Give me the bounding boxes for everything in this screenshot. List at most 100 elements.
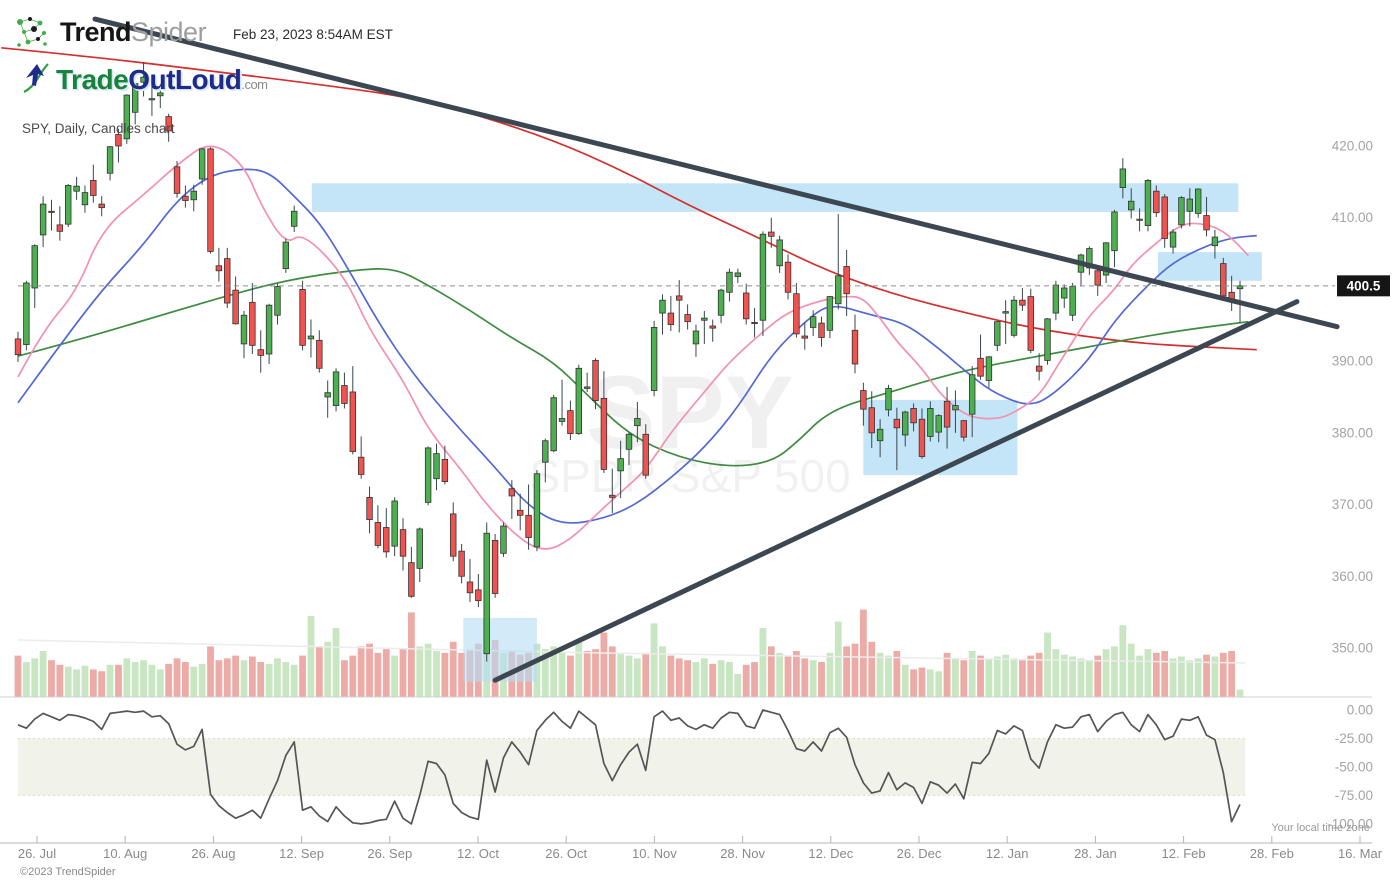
candle (701, 310, 708, 344)
candle-body-up (634, 418, 641, 427)
candle (56, 206, 64, 241)
candle (357, 436, 365, 479)
candle (257, 330, 264, 373)
volume-bar (608, 646, 616, 697)
volume-bar (834, 621, 842, 697)
candle-body-up (617, 458, 624, 472)
candle (23, 280, 30, 351)
candle-body-down (525, 514, 532, 538)
volume-bar (935, 671, 943, 697)
candle-body-up (826, 296, 834, 331)
candle (1027, 288, 1034, 354)
volume-bar (156, 669, 164, 697)
candle-body-up (776, 239, 783, 267)
candle (165, 113, 172, 142)
volume-bar (48, 660, 55, 697)
candle (625, 432, 633, 466)
candle (1228, 275, 1235, 311)
volume-bar (198, 663, 206, 697)
candle-body-up (31, 245, 38, 289)
price-axis-label: 350.00 (1332, 640, 1373, 655)
volume-bar (458, 652, 466, 697)
candle (1102, 242, 1110, 283)
candle-body-up (1102, 242, 1110, 276)
candle-body-down (1203, 215, 1210, 231)
volume-bar (901, 664, 909, 697)
candle-body-up (65, 185, 72, 225)
candle (374, 505, 382, 549)
candle-body-down (165, 116, 172, 132)
candle (215, 247, 223, 282)
candle (291, 205, 298, 233)
volume-bar (324, 641, 332, 697)
date-tick-label: 10. Aug (103, 846, 147, 861)
candle (517, 493, 524, 531)
tradeoutloud-arrow-icon (23, 63, 49, 93)
candle (1194, 188, 1202, 218)
volume-bar (633, 658, 641, 697)
volume-bar (843, 646, 851, 697)
volume-bar (742, 664, 750, 697)
volume-bar (717, 660, 725, 697)
candle-body-up (240, 314, 248, 345)
ascending-trendline[interactable] (492, 299, 1300, 683)
date-axis[interactable]: 26. Jul 10. Aug 26. Aug 12. Sep 26. Sep 12. O… (18, 836, 1383, 861)
volume-bar (1010, 658, 1018, 697)
candle (207, 147, 214, 254)
volume-bar (700, 658, 708, 697)
candle (676, 280, 683, 333)
price-axis[interactable]: 420.00 410.00 390.00 380.00 370.00 360.00 350.… (1327, 139, 1373, 832)
candle-body-down (918, 418, 926, 457)
date-tick-label: 26. Aug (191, 846, 235, 861)
candle (173, 161, 181, 198)
candle (1220, 257, 1227, 299)
candle (985, 356, 993, 388)
zone-rectangle-3[interactable] (863, 399, 1018, 476)
volume-bar (399, 649, 407, 697)
candle-body-down (466, 581, 474, 594)
candle (726, 268, 733, 302)
ma-green-line (17, 268, 1249, 467)
candle-body-down (182, 195, 189, 201)
candle (14, 331, 22, 362)
volume-bar (1069, 656, 1077, 697)
candle-body-up (1052, 284, 1060, 314)
candle-body-up (424, 447, 432, 503)
candle-body-up (483, 532, 490, 655)
candle-body-down (893, 418, 901, 429)
volume-bar (1019, 660, 1026, 697)
candle-body-down (316, 339, 323, 369)
date-tick-label: 10. Nov (632, 846, 677, 861)
volume-bar (1228, 651, 1236, 697)
candle (1128, 188, 1135, 219)
volume-bar (64, 666, 72, 697)
candle (835, 214, 842, 310)
candle (123, 94, 131, 144)
candle-body-up (274, 286, 281, 316)
descending-trendline[interactable] (92, 16, 1340, 330)
candle (1111, 209, 1118, 268)
candle (927, 401, 934, 442)
date-tick-label: 26. Sep (367, 846, 412, 861)
zone-rectangle-2[interactable] (1157, 252, 1262, 281)
candle (659, 294, 666, 335)
candle (115, 128, 122, 163)
candle (1061, 284, 1068, 309)
candle-body-down (508, 488, 516, 497)
candle (583, 372, 591, 392)
volume-bar (1144, 649, 1152, 697)
candle-body-up (726, 271, 733, 293)
date-tick-label: 26. Dec (897, 846, 942, 861)
volume-bar (1236, 689, 1244, 697)
zone-rectangle-4[interactable] (463, 617, 537, 682)
candle-body-up (291, 210, 298, 227)
volume-bar (1052, 649, 1060, 697)
candle (1178, 196, 1185, 229)
copyright-note: ©2023 TrendSpider (20, 866, 116, 878)
volume-bar (910, 669, 917, 697)
candle-body-down (383, 527, 390, 553)
volume-bar (567, 655, 574, 697)
candle (232, 276, 239, 325)
candle (399, 518, 407, 571)
